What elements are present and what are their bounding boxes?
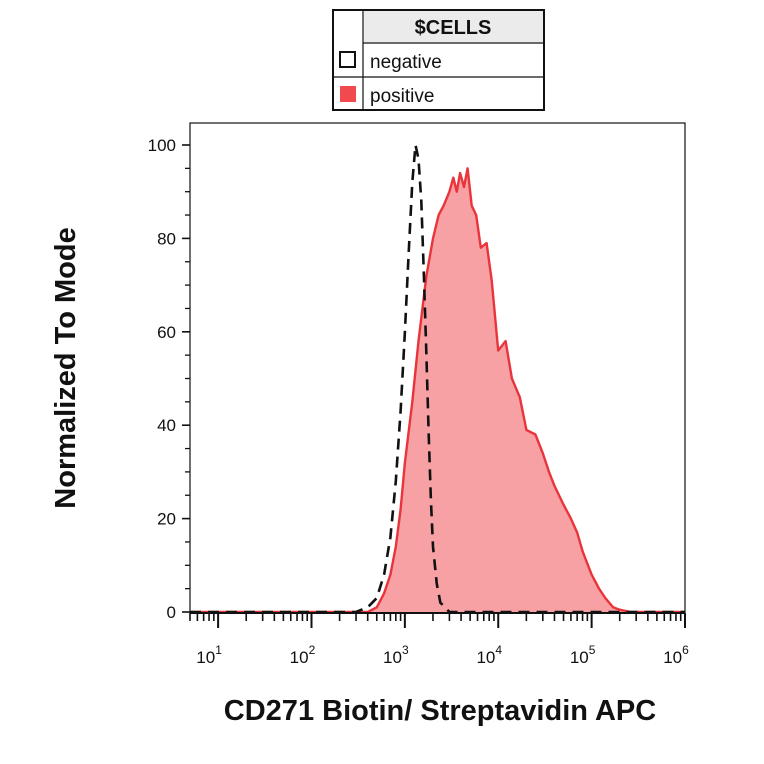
y-tick-label: 80: [157, 229, 176, 248]
legend: $CELLS negative positive: [332, 9, 545, 111]
legend-label-negative: negative: [370, 52, 442, 73]
series-negative-line: [190, 143, 685, 614]
legend-swatch-positive: [340, 86, 356, 102]
legend-label-positive: positive: [370, 86, 434, 107]
series-positive-line: [190, 167, 685, 614]
x-axis-ticks: 101 102 103 104 105 106: [189, 613, 689, 667]
plot-data: [190, 143, 685, 614]
y-axis-ticks: 0 20 40 60 80 100: [148, 136, 190, 622]
y-axis-title: Normalized To Mode: [50, 227, 82, 508]
x-tick-label: 101: [196, 643, 222, 667]
x-tick-label: 103: [383, 643, 409, 667]
x-tick-label: 106: [663, 643, 689, 667]
legend-header-bg: [364, 11, 543, 42]
y-tick-label: 0: [167, 603, 176, 622]
y-tick-label: 20: [157, 510, 176, 529]
legend-title: $CELLS: [415, 17, 492, 39]
x-tick-label: 104: [476, 643, 502, 667]
x-axis-title: CD271 Biotin/ Streptavidin APC: [224, 695, 656, 727]
x-tick-label: 105: [570, 643, 596, 667]
x-tick-label: 102: [290, 643, 316, 667]
y-tick-label: 60: [157, 323, 176, 342]
legend-swatch-negative: [339, 51, 356, 68]
y-tick-label: 100: [148, 136, 176, 155]
y-tick-label: 40: [157, 416, 176, 435]
